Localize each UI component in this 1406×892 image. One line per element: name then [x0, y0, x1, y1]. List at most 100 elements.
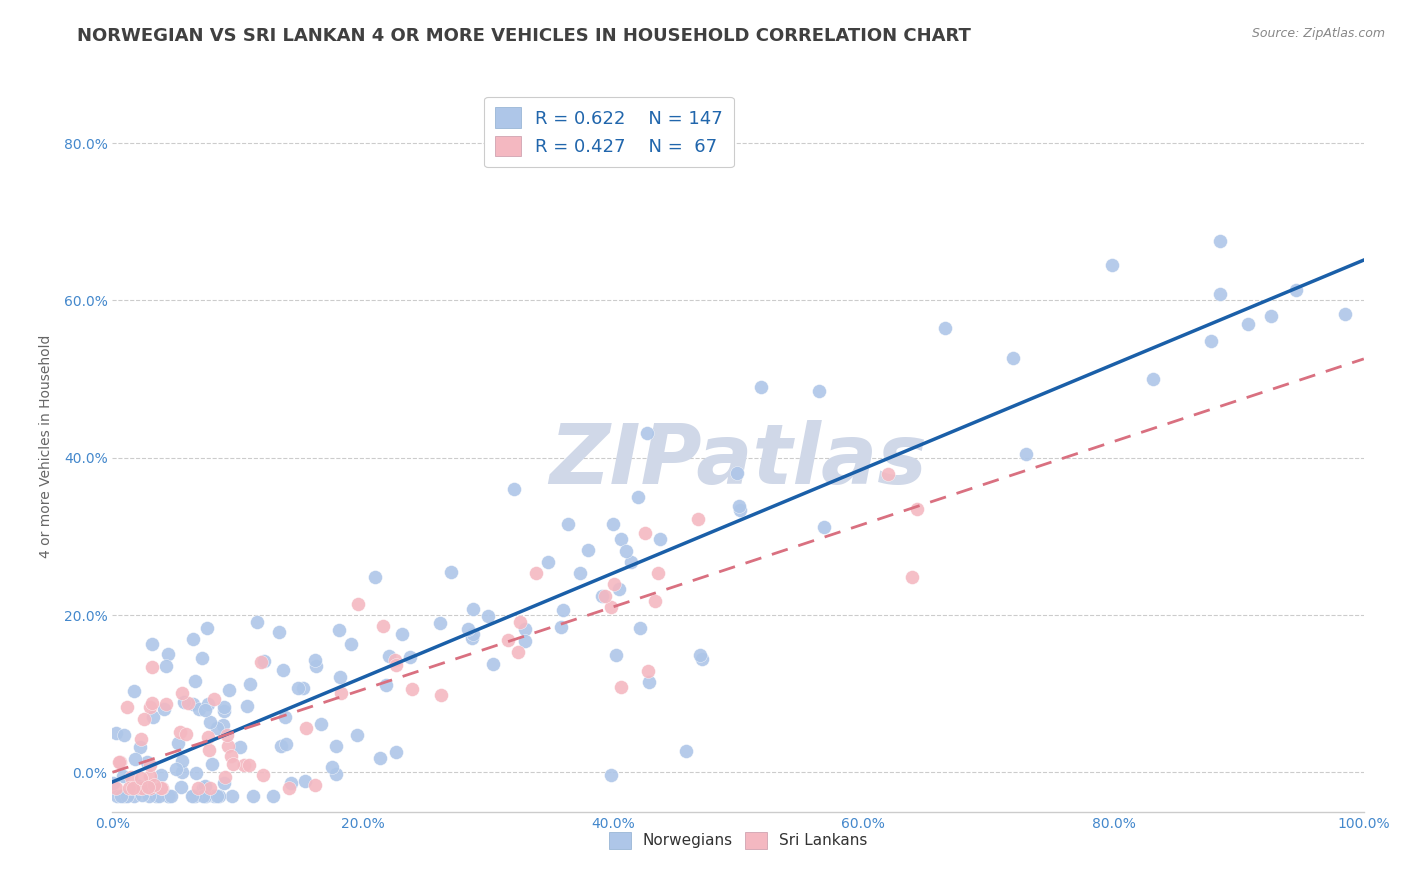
Point	[238, 758, 260, 772]
Point	[117, 781, 139, 796]
Point	[599, 599, 621, 614]
Point	[198, 715, 221, 730]
Point	[202, 789, 225, 803]
Point	[347, 597, 370, 611]
Point	[170, 764, 193, 779]
Point	[120, 771, 142, 785]
Point	[132, 712, 155, 726]
Point	[506, 644, 529, 658]
Point	[384, 657, 406, 672]
Point	[267, 624, 290, 639]
Point	[195, 621, 218, 635]
Point	[169, 725, 191, 739]
Point	[139, 769, 162, 783]
Point	[221, 789, 243, 803]
Point	[229, 739, 252, 754]
Point	[262, 789, 284, 803]
Point	[270, 739, 292, 754]
Point	[620, 555, 643, 569]
Point	[1201, 334, 1223, 348]
Point	[287, 681, 309, 696]
Text: ZIPatlas: ZIPatlas	[550, 420, 927, 501]
Point	[165, 762, 187, 776]
Point	[138, 789, 160, 803]
Point	[111, 769, 134, 783]
Point	[593, 589, 616, 603]
Point	[129, 731, 152, 746]
Point	[461, 632, 484, 646]
Point	[328, 624, 350, 638]
Point	[142, 710, 165, 724]
Point	[330, 686, 353, 700]
Point	[633, 525, 655, 540]
Legend: Norwegians, Sri Lankans: Norwegians, Sri Lankans	[603, 825, 873, 855]
Point	[190, 651, 212, 665]
Point	[688, 512, 710, 526]
Point	[115, 789, 138, 803]
Point	[391, 627, 413, 641]
Point	[280, 776, 302, 790]
Point	[157, 789, 180, 803]
Point	[232, 757, 254, 772]
Point	[122, 781, 145, 796]
Point	[108, 756, 131, 770]
Point	[271, 663, 294, 677]
Point	[136, 755, 159, 769]
Point	[184, 674, 207, 689]
Point	[129, 771, 152, 785]
Point	[498, 632, 520, 647]
Point	[457, 622, 479, 636]
Point	[807, 384, 830, 398]
Point	[644, 594, 666, 608]
Point	[122, 683, 145, 698]
Point	[1236, 318, 1258, 332]
Point	[156, 789, 179, 803]
Point	[166, 736, 188, 750]
Point	[194, 789, 217, 803]
Point	[214, 770, 236, 784]
Point	[131, 788, 153, 802]
Point	[218, 682, 240, 697]
Point	[128, 781, 150, 796]
Point	[1001, 351, 1024, 365]
Point	[295, 721, 318, 735]
Point	[160, 789, 183, 803]
Point	[309, 717, 332, 731]
Point	[689, 648, 711, 662]
Point	[650, 533, 672, 547]
Point	[1285, 284, 1308, 298]
Point	[627, 491, 650, 505]
Point	[557, 517, 579, 532]
Point	[236, 699, 259, 714]
Point	[198, 781, 221, 796]
Point	[364, 570, 387, 584]
Point	[105, 789, 128, 803]
Point	[148, 789, 170, 803]
Point	[292, 681, 315, 695]
Point	[145, 789, 167, 803]
Point	[142, 778, 165, 792]
Point	[368, 751, 391, 765]
Point	[329, 670, 352, 684]
Point	[321, 760, 343, 774]
Point	[610, 680, 633, 694]
Point	[127, 779, 149, 793]
Point	[934, 321, 956, 335]
Point	[105, 781, 128, 796]
Point	[591, 590, 613, 604]
Point	[149, 768, 172, 782]
Point	[155, 658, 177, 673]
Point	[249, 655, 271, 669]
Point	[156, 647, 179, 661]
Point	[503, 482, 526, 496]
Point	[112, 728, 135, 742]
Point	[122, 789, 145, 803]
Point	[193, 789, 215, 803]
Point	[401, 681, 423, 696]
Point	[105, 725, 128, 739]
Point	[177, 697, 200, 711]
Point	[274, 710, 297, 724]
Text: NORWEGIAN VS SRI LANKAN 4 OR MORE VEHICLES IN HOUSEHOLD CORRELATION CHART: NORWEGIAN VS SRI LANKAN 4 OR MORE VEHICL…	[77, 27, 972, 45]
Point	[194, 780, 217, 794]
Point	[605, 648, 627, 662]
